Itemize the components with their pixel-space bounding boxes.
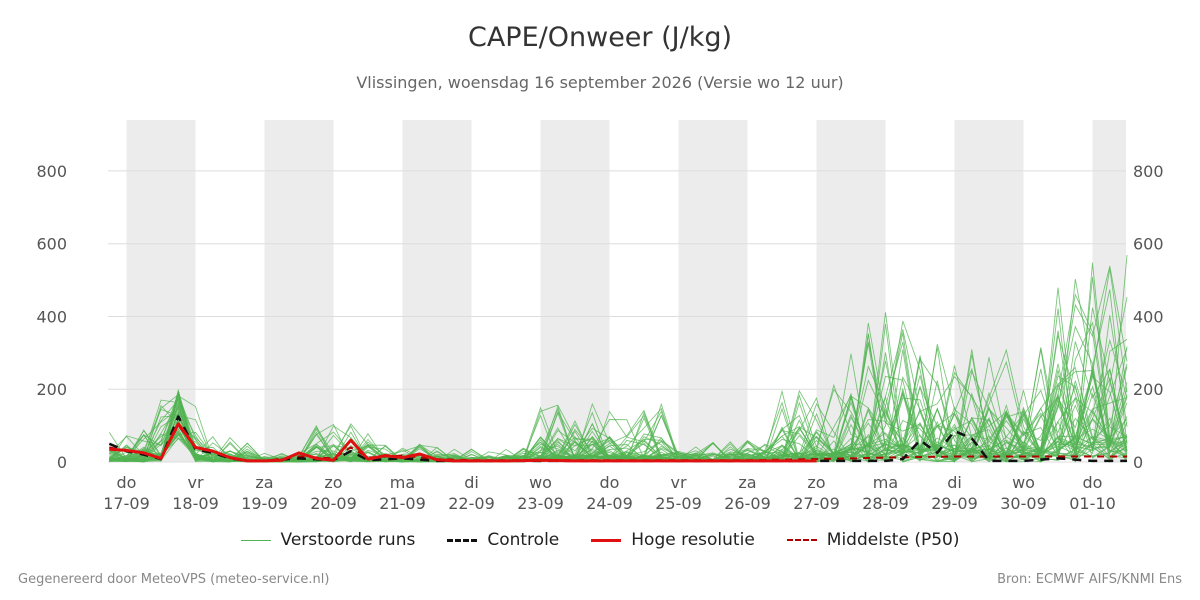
y-axis-left: 0 200 400 600 800	[36, 162, 67, 472]
y-tick-label: 800	[1133, 162, 1164, 181]
x-tick-day: za	[255, 473, 273, 492]
legend-label-runs: Verstoorde runs	[280, 530, 416, 550]
x-tick-day: wo	[529, 473, 552, 492]
x-tick-date: 17-09	[103, 494, 150, 513]
main-series	[108, 415, 1127, 463]
x-tick-date: 29-09	[931, 494, 978, 513]
perturbed-run-line	[109, 329, 1128, 463]
legend-label-hires: Hoge resolutie	[631, 530, 755, 550]
x-tick-day: di	[947, 473, 962, 492]
legend-swatch-control	[447, 538, 478, 542]
x-tick-day: do	[600, 473, 620, 492]
x-axis: do 17-09 vr 18-09 za 19-09 zo 20-09 ma 21-09 di 22-…	[103, 473, 1116, 513]
x-tick-date: 18-09	[172, 494, 219, 513]
shade-band	[540, 120, 610, 462]
x-tick-day: di	[464, 473, 479, 492]
shade-band	[402, 120, 472, 462]
chart-title: CAPE/Onweer (J/kg)	[467, 22, 732, 53]
shade-band	[264, 120, 334, 462]
x-tick-date: 27-09	[793, 494, 840, 513]
x-tick-day: wo	[1012, 473, 1035, 492]
x-tick-day: ma	[390, 473, 415, 492]
x-tick-date: 01-10	[1069, 494, 1116, 513]
x-tick-day: zo	[324, 473, 342, 492]
x-tick-date: 22-09	[448, 494, 495, 513]
footer-source: Bron: ECMWF AIFS/KNMI Ens	[997, 572, 1182, 587]
x-tick-date: 26-09	[724, 494, 771, 513]
y-tick-label: 0	[1133, 453, 1143, 472]
x-tick-day: vr	[670, 473, 686, 492]
y-tick-label: 600	[36, 235, 67, 254]
legend-label-median: Middelste (P50)	[826, 530, 960, 550]
legend: Verstoorde runs Controle Hoge resolutie …	[0, 530, 1200, 550]
x-tick-date: 30-09	[1000, 494, 1047, 513]
chart-subtitle: Vlissingen, woensdag 16 september 2026 (…	[356, 73, 844, 92]
y-tick-label: 600	[1133, 235, 1164, 254]
x-tick-day: vr	[187, 473, 203, 492]
legend-item-control[interactable]: Controle	[447, 530, 559, 550]
x-tick-day: za	[738, 473, 756, 492]
y-tick-label: 0	[57, 453, 67, 472]
legend-item-hires[interactable]: Hoge resolutie	[591, 530, 755, 550]
legend-swatch-runs	[240, 539, 271, 541]
y-tick-label: 400	[36, 307, 67, 326]
legend-label-control: Controle	[487, 530, 560, 550]
series-line-hires	[109, 422, 817, 463]
x-tick-day: do	[1083, 473, 1103, 492]
x-tick-date: 19-09	[241, 494, 288, 513]
x-tick-day: do	[117, 473, 137, 492]
x-tick-date: 20-09	[310, 494, 357, 513]
legend-item-runs[interactable]: Verstoorde runs	[240, 530, 416, 550]
y-tick-label: 200	[36, 380, 67, 399]
x-tick-date: 23-09	[517, 494, 564, 513]
y-tick-label: 200	[1133, 380, 1164, 399]
x-tick-date: 28-09	[862, 494, 909, 513]
footer-generator: Gegenereerd door MeteoVPS (meteo-service…	[18, 572, 330, 587]
y-tick-label: 400	[1133, 307, 1164, 326]
x-tick-day: ma	[873, 473, 898, 492]
x-tick-date: 24-09	[586, 494, 633, 513]
legend-swatch-hires	[591, 538, 622, 542]
y-tick-label: 800	[36, 162, 67, 181]
legend-swatch-median	[786, 539, 817, 541]
x-tick-date: 25-09	[655, 494, 702, 513]
x-tick-date: 21-09	[379, 494, 426, 513]
legend-item-median[interactable]: Middelste (P50)	[786, 530, 960, 550]
y-axis-right: 0 200 400 600 800	[1133, 162, 1164, 472]
x-tick-day: zo	[807, 473, 825, 492]
shade-band	[678, 120, 748, 462]
